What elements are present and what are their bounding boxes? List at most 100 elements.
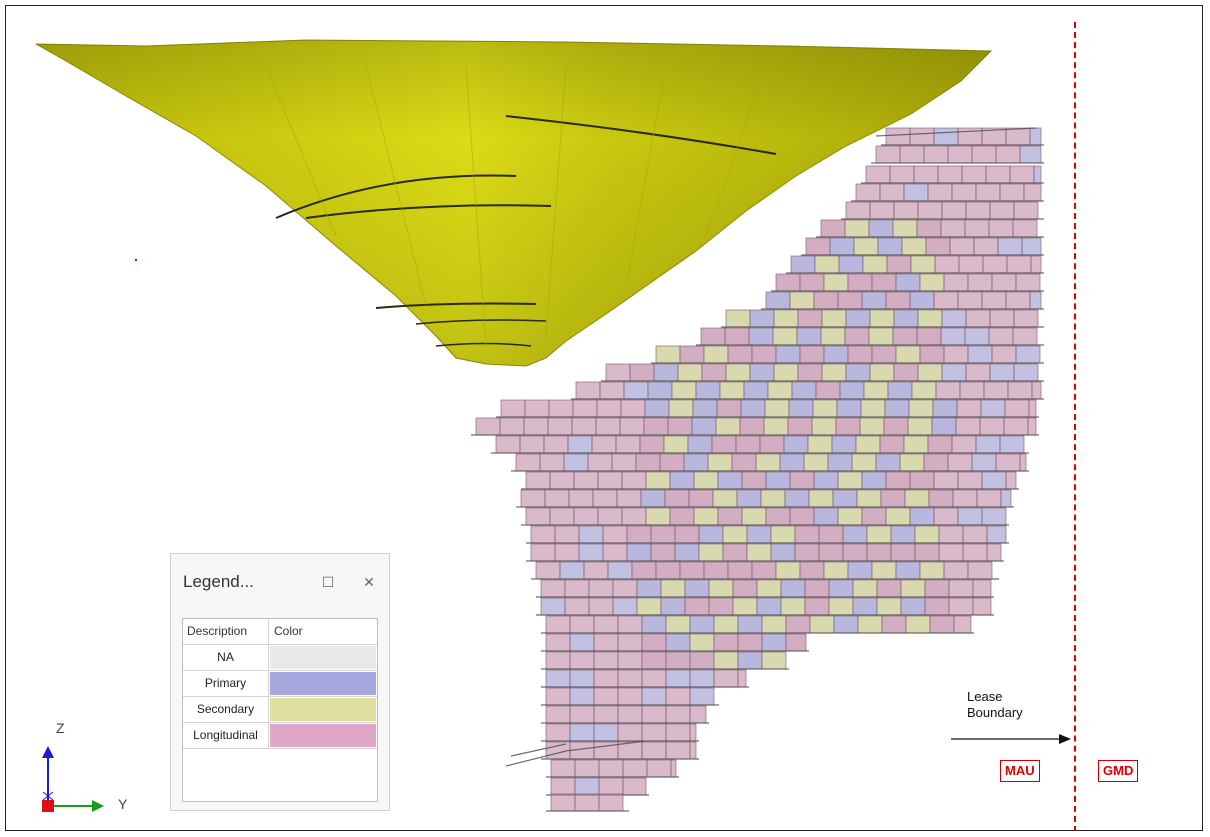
- level-drives: [505, 127, 1037, 767]
- stope-block: [1030, 255, 1042, 274]
- stope-block: [1027, 417, 1037, 436]
- stope-block: [695, 381, 721, 400]
- stope-block: [839, 381, 865, 400]
- stope-block: [578, 543, 604, 562]
- stope-block: [905, 615, 931, 634]
- stope-block: [917, 309, 943, 328]
- legend-row[interactable]: Secondary: [183, 697, 377, 723]
- stope-block: [938, 525, 964, 544]
- stope-block: [760, 489, 786, 508]
- stope-block: [917, 363, 943, 382]
- stope-block: [847, 273, 873, 292]
- header-description[interactable]: Description: [183, 619, 269, 644]
- stope-block: [523, 417, 549, 436]
- stope-block: [593, 633, 619, 652]
- stope-block: [622, 777, 647, 796]
- stope-block: [1019, 145, 1042, 164]
- stope-block: [827, 453, 853, 472]
- stope-block: [712, 489, 738, 508]
- stope-block: [639, 435, 665, 454]
- stope-block: [689, 669, 715, 688]
- stope-block: [736, 489, 762, 508]
- stope-block: [971, 453, 997, 472]
- stope-block: [765, 291, 791, 310]
- stope-block: [550, 777, 576, 796]
- stope-block: [855, 183, 881, 202]
- stope-block: [962, 525, 988, 544]
- stope-block: [684, 579, 710, 598]
- stope-block: [583, 561, 609, 580]
- stope-block: [908, 399, 934, 418]
- stope-block: [727, 345, 753, 364]
- stope-block: [799, 345, 825, 364]
- stope-block: [892, 327, 918, 346]
- stope-block: [803, 453, 829, 472]
- stope-block: [645, 507, 671, 526]
- stope-block: [596, 399, 622, 418]
- stope-block: [879, 435, 905, 454]
- 3d-viewport[interactable]: Lease Boundary MAU GMD Z Y Legend... ☐ ✕…: [5, 5, 1203, 831]
- stope-block: [852, 597, 878, 616]
- stope-block: [852, 579, 878, 598]
- stope-block: [641, 633, 667, 652]
- stope-block: [893, 201, 919, 220]
- legend-row[interactable]: Primary: [183, 671, 377, 697]
- stope-block: [737, 633, 763, 652]
- stope-block: [957, 471, 983, 490]
- stope-block: [655, 561, 681, 580]
- close-icon[interactable]: ✕: [363, 574, 375, 590]
- stope-block: [940, 327, 966, 346]
- stope-block: [811, 417, 837, 436]
- stope-block: [701, 363, 727, 382]
- stope-block: [1005, 471, 1017, 490]
- lease-label-line1: Lease: [967, 689, 1003, 704]
- stope-block: [995, 145, 1021, 164]
- stope-block: [805, 237, 831, 256]
- stope-block: [961, 165, 987, 184]
- stope-block: [626, 543, 652, 562]
- stope-block: [958, 255, 984, 274]
- stope-block: [953, 615, 972, 634]
- stope-block: [519, 435, 545, 454]
- stope-block: [789, 507, 815, 526]
- stope-block: [761, 615, 787, 634]
- stope-block: [495, 435, 521, 454]
- stope-block: [895, 561, 921, 580]
- stope-block: [1009, 165, 1035, 184]
- stope-block: [621, 471, 647, 490]
- stope-block: [886, 255, 912, 274]
- stope-block: [964, 327, 990, 346]
- maximize-icon[interactable]: ☐: [321, 574, 335, 590]
- stope-block: [981, 471, 1007, 490]
- axis-arrows: [42, 746, 104, 812]
- stope-block: [698, 525, 724, 544]
- header-color[interactable]: Color: [269, 619, 377, 644]
- stope-block: [708, 579, 734, 598]
- stope-block: [1031, 381, 1042, 400]
- stope-block: [860, 399, 886, 418]
- stope-block: [972, 579, 992, 598]
- stope-block: [716, 399, 742, 418]
- stope-block: [550, 759, 576, 778]
- stope-block: [885, 291, 911, 310]
- stope-block: [743, 381, 769, 400]
- stope-block: [916, 327, 942, 346]
- stope-block: [660, 597, 686, 616]
- stope-block: [965, 363, 991, 382]
- stope-block: [1013, 309, 1039, 328]
- stope-block: [540, 579, 566, 598]
- stope-block: [813, 291, 839, 310]
- stope-block: [917, 201, 943, 220]
- stope-block: [1029, 127, 1042, 146]
- stope-block: [674, 543, 700, 562]
- stope-block: [955, 417, 981, 436]
- legend-row[interactable]: NA: [183, 645, 377, 671]
- legend-row[interactable]: Longitudinal: [183, 723, 377, 749]
- stope-block: [808, 489, 834, 508]
- legend-panel[interactable]: Legend... ☐ ✕ Description Color NA Prima…: [170, 553, 390, 811]
- stope-block: [756, 579, 782, 598]
- stope-block: [751, 345, 777, 364]
- stope-block: [717, 471, 743, 490]
- stope-block: [1019, 453, 1027, 472]
- legend-row-label: Longitudinal: [183, 723, 269, 748]
